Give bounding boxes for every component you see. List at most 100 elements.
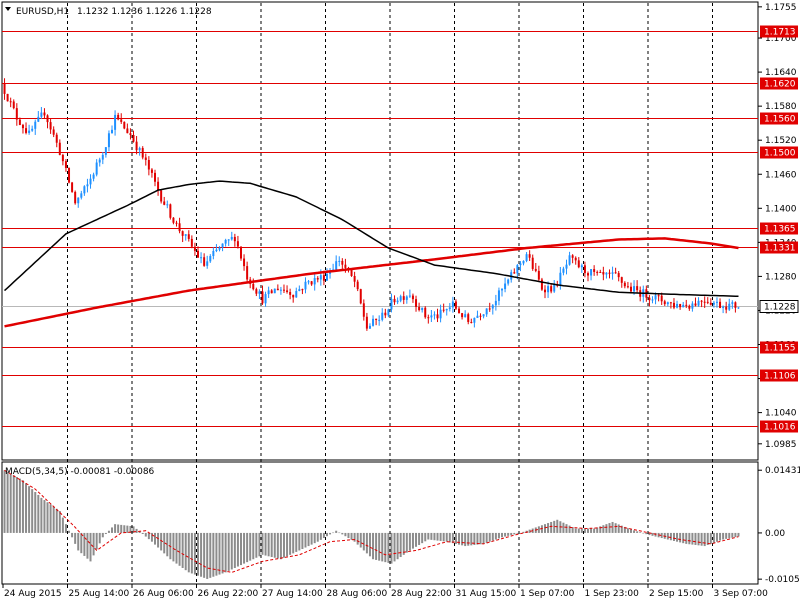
macd-histogram-bar bbox=[252, 532, 255, 560]
macd-histogram-bar bbox=[218, 532, 221, 575]
candle-bear bbox=[117, 114, 120, 120]
candle-bear bbox=[25, 128, 28, 133]
candle-bull bbox=[390, 298, 393, 310]
macd-histogram-bar bbox=[89, 532, 92, 562]
time-tick-label: 27 Aug 14:00 bbox=[262, 589, 323, 599]
triangle-down-icon[interactable] bbox=[5, 7, 11, 11]
macd-histogram-bar bbox=[347, 532, 350, 539]
candle-bull bbox=[633, 286, 636, 292]
candle-bull bbox=[325, 273, 328, 281]
macd-histogram-bar bbox=[537, 526, 540, 533]
candle-bull bbox=[722, 306, 725, 308]
candle-bear bbox=[534, 268, 537, 271]
macd-histogram-bar bbox=[688, 532, 691, 545]
candle-bull bbox=[396, 300, 399, 303]
level-label: 1.1620 bbox=[764, 80, 796, 90]
candle-bull bbox=[433, 314, 436, 316]
macd-histogram-bar bbox=[316, 532, 319, 542]
candle-bull bbox=[86, 184, 89, 187]
macd-histogram-bar bbox=[365, 532, 368, 554]
macd-histogram-bar bbox=[129, 525, 132, 533]
macd-histogram-bar bbox=[593, 528, 596, 533]
candle-bear bbox=[6, 93, 9, 102]
candle-bear bbox=[719, 301, 722, 308]
level-label: 1.1106 bbox=[764, 372, 796, 382]
macd-histogram-bar bbox=[458, 532, 461, 545]
macd-histogram-bar bbox=[691, 532, 694, 545]
level-label-bg bbox=[760, 241, 798, 254]
macd-histogram-bar bbox=[64, 524, 67, 533]
macd-histogram-bar bbox=[507, 532, 510, 536]
level-labels: 1.1713 1.1620 1.1560 1.1500 1.1365 1.1331 1.11… bbox=[759, 25, 799, 433]
candle-bear bbox=[255, 289, 258, 294]
macd-histogram-bar bbox=[676, 532, 679, 542]
candle-bull bbox=[497, 290, 500, 301]
macd-histogram-bar bbox=[227, 532, 230, 571]
candle-bull bbox=[565, 264, 568, 269]
macd-tick-label: -0.01055 bbox=[765, 575, 800, 585]
macd-histogram-bar bbox=[92, 532, 95, 556]
candle-bear bbox=[454, 301, 457, 309]
time-tick-label: 2 Sep 15:00 bbox=[649, 589, 704, 599]
candle-bear bbox=[461, 313, 464, 318]
candle-bear bbox=[71, 182, 74, 192]
level-label-bg bbox=[760, 222, 798, 235]
candle-bull bbox=[494, 300, 497, 306]
macd-histogram-bar bbox=[55, 508, 58, 533]
candle-bull bbox=[368, 325, 371, 329]
macd-histogram-bar bbox=[267, 532, 270, 557]
macd-histogram-bar bbox=[583, 528, 586, 533]
candle-bear bbox=[626, 286, 629, 288]
macd-tick-label: 0.01431 bbox=[765, 466, 800, 476]
candle-bear bbox=[436, 314, 439, 319]
macd-histogram-bar bbox=[298, 532, 301, 551]
macd-histogram-bar bbox=[697, 532, 700, 546]
candle-bull bbox=[264, 294, 267, 304]
macd-panel[interactable] bbox=[1, 461, 759, 585]
macd-histogram-bar bbox=[126, 525, 129, 533]
candle-bear bbox=[583, 265, 586, 274]
macd-histogram-bar bbox=[6, 471, 9, 533]
candle-bear bbox=[513, 272, 516, 274]
candle-bear bbox=[550, 286, 553, 292]
current-price-label: 1.1228 bbox=[764, 303, 796, 313]
candle-bear bbox=[393, 298, 396, 303]
macd-tick-label: 0.00 bbox=[765, 529, 785, 539]
candle-bull bbox=[473, 317, 476, 323]
candle-bull bbox=[525, 254, 528, 261]
macd-histogram-bar bbox=[86, 532, 89, 559]
macd-histogram-bar bbox=[286, 532, 289, 557]
candle-bull bbox=[691, 303, 694, 309]
macd-histogram-bar bbox=[703, 532, 706, 547]
candle-bear bbox=[141, 148, 144, 158]
candle-bear bbox=[734, 302, 737, 308]
time-tick-label: 28 Aug 22:00 bbox=[391, 589, 452, 599]
macd-histogram-bar bbox=[138, 531, 141, 533]
macd-histogram-bar bbox=[381, 532, 384, 562]
candle-bear bbox=[488, 308, 491, 310]
candle-bear bbox=[636, 286, 639, 291]
candle-bear bbox=[322, 275, 325, 281]
candle-bull bbox=[92, 174, 95, 179]
macd-histogram-bar bbox=[74, 532, 77, 544]
macd-histogram-bar bbox=[461, 532, 464, 546]
macd-histogram-bar bbox=[715, 532, 718, 542]
macd-histogram-bar bbox=[522, 531, 525, 533]
macd-histogram-bar bbox=[212, 532, 215, 577]
macd-histogram-bar bbox=[540, 525, 543, 533]
candle-bear bbox=[470, 321, 473, 323]
macd-histogram-bar bbox=[571, 527, 574, 533]
macd-signal-line bbox=[4, 469, 739, 573]
candle-bear bbox=[43, 112, 46, 116]
candle-bear bbox=[709, 302, 712, 305]
macd-histogram-bar bbox=[141, 532, 144, 535]
macd-histogram-bar bbox=[310, 532, 313, 545]
candle-bear bbox=[623, 282, 626, 287]
macd-histogram-bar bbox=[436, 532, 439, 541]
candle-bear bbox=[289, 291, 292, 295]
macd-histogram-bar bbox=[181, 532, 184, 568]
macd-histogram-bar bbox=[83, 532, 86, 556]
price-panel[interactable] bbox=[1, 1, 759, 461]
price-tick-label: 1.1755 bbox=[765, 3, 797, 13]
